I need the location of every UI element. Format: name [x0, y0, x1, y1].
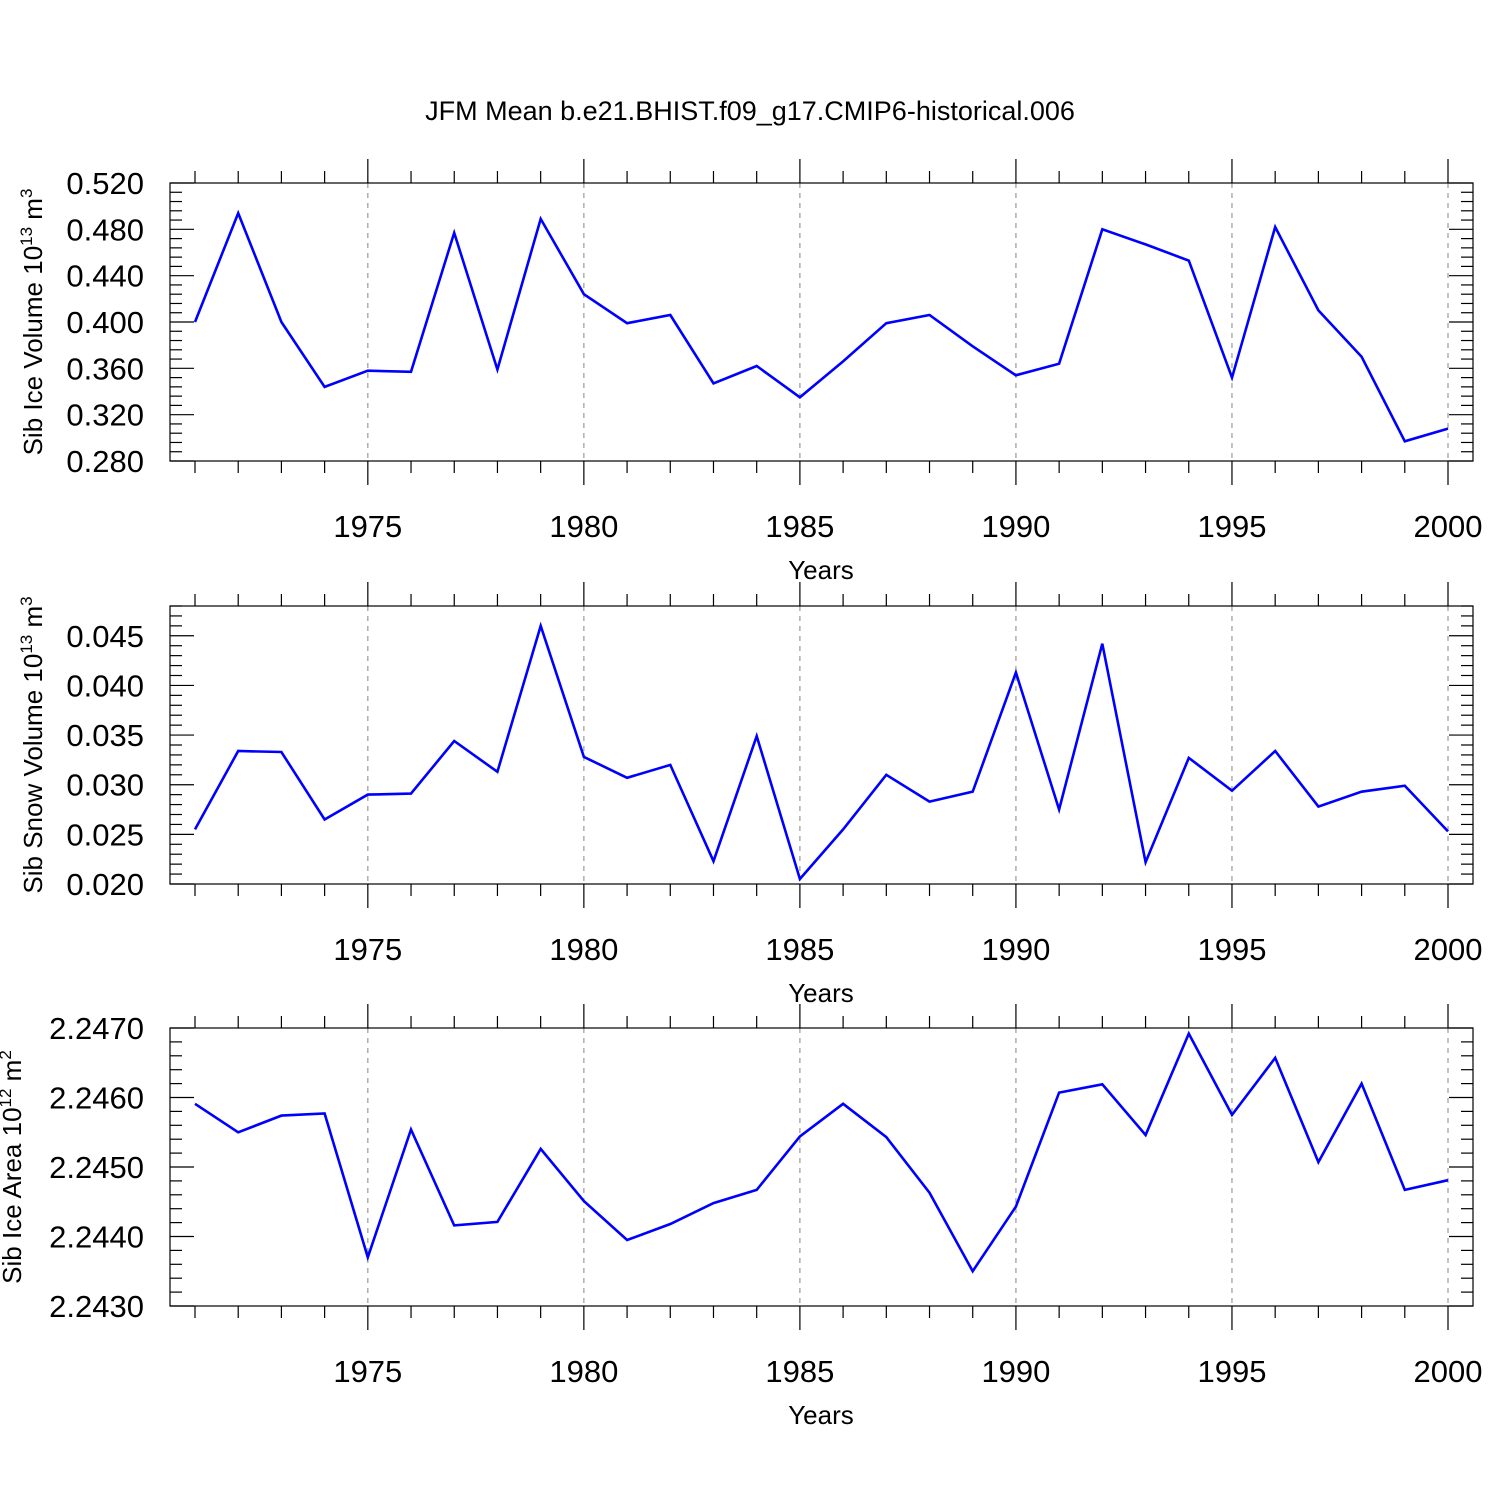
- x-tick-label: 1995: [1197, 509, 1266, 544]
- x-axis-label: Years: [788, 1400, 854, 1430]
- y-tick-label: 0.480: [66, 212, 144, 247]
- x-tick-label: 1995: [1197, 932, 1266, 967]
- y-tick-label: 0.400: [66, 305, 144, 340]
- series-line: [193, 621, 1449, 882]
- y-tick-label: 2.2460: [49, 1081, 144, 1116]
- y-tick-label: 0.280: [66, 444, 144, 479]
- series-line: [193, 209, 1449, 443]
- x-tick-label: 1985: [765, 509, 834, 544]
- y-tick-label: 2.2450: [49, 1150, 144, 1185]
- plot-frame: [169, 1027, 1474, 1307]
- y-tick-label: 0.520: [66, 166, 144, 201]
- panel-2: 0.020 0.025 0.030 0.035 0.040 0.045 1975 1980 19…: [17, 582, 1482, 1008]
- y-tick-label: 2.2440: [49, 1220, 144, 1255]
- y-tick-label: 0.020: [66, 867, 144, 902]
- x-tick-label: 1985: [765, 1354, 834, 1389]
- x-tick-label: 1995: [1197, 1354, 1266, 1389]
- x-tick-label: 2000: [1414, 932, 1483, 967]
- x-tick-label: 1990: [981, 1354, 1050, 1389]
- plot-frame: [169, 605, 1474, 885]
- y-tick-label: 0.030: [66, 768, 144, 803]
- x-tick-label: 1975: [333, 509, 402, 544]
- y-axis-label: Sib Snow Volume 1013 m3: [17, 596, 48, 893]
- x-tick-label: 1975: [333, 1354, 402, 1389]
- panel-1: 0.280 0.320 0.360 0.400 0.440 0.480 0.520 1975 1…: [17, 159, 1482, 585]
- x-axis-label: Years: [788, 978, 854, 1008]
- panels: 0.280 0.320 0.360 0.400 0.440 0.480 0.520 1975 1…: [0, 159, 1482, 1430]
- chart-title: JFM Mean b.e21.BHIST.f09_g17.CMIP6-histo…: [425, 96, 1075, 126]
- x-tick-label: 2000: [1414, 1354, 1483, 1389]
- x-tick-label: 1985: [765, 932, 834, 967]
- y-axis-label: Sib Ice Area 1012 m2: [0, 1050, 27, 1284]
- y-tick-label: 0.320: [66, 398, 144, 433]
- x-tick-label: 1980: [549, 1354, 618, 1389]
- x-axis-label: Years: [788, 555, 854, 585]
- y-tick-label: 0.360: [66, 351, 144, 386]
- panel-3: 2.2430 2.2440 2.2450 2.2460 2.2470 1975 1980 19…: [0, 1004, 1482, 1430]
- plot-frame: [169, 182, 1474, 462]
- x-tick-label: 1980: [549, 509, 618, 544]
- x-tick-label: 1975: [333, 932, 402, 967]
- series-line: [194, 1030, 1449, 1274]
- x-tick-label: 1980: [549, 932, 618, 967]
- y-tick-label: 2.2430: [49, 1289, 144, 1324]
- x-tick-label: 1990: [981, 932, 1050, 967]
- x-tick-label: 1990: [981, 509, 1050, 544]
- y-tick-label: 0.040: [66, 668, 144, 703]
- y-axis-label: Sib Ice Volume 1013 m3: [17, 189, 48, 456]
- y-tick-label: 0.025: [66, 817, 144, 852]
- y-tick-label: 2.2470: [49, 1011, 144, 1046]
- x-tick-label: 2000: [1414, 509, 1483, 544]
- y-tick-label: 0.035: [66, 718, 144, 753]
- y-tick-label: 0.440: [66, 259, 144, 294]
- y-tick-label: 0.045: [66, 619, 144, 654]
